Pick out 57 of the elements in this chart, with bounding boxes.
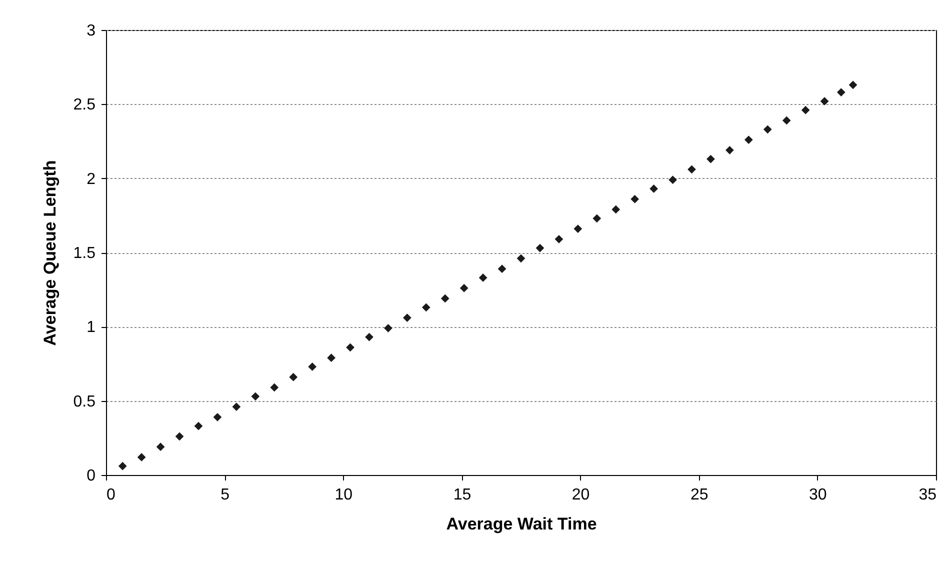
point [726, 146, 734, 154]
point [592, 214, 602, 223]
point [213, 412, 222, 422]
point [836, 88, 846, 96]
point [118, 462, 127, 470]
point [744, 136, 753, 144]
point [574, 224, 582, 233]
point [706, 154, 715, 164]
y-tick-label: 1 [86, 319, 96, 336]
x-tick-label: 0 [106, 486, 116, 504]
point [848, 80, 858, 90]
point [763, 125, 772, 134]
y-tick-label: 2.5 [73, 96, 96, 114]
point [270, 383, 279, 392]
x-tick-label: 25 [690, 486, 708, 504]
point [782, 116, 791, 125]
point [668, 176, 677, 184]
point [801, 106, 810, 114]
y-tick-label: 0 [86, 468, 96, 484]
point [498, 264, 506, 273]
point [156, 442, 165, 451]
point [137, 453, 146, 462]
point [289, 372, 298, 382]
x-tick-label: 5 [220, 486, 230, 504]
y-tick-label: 2 [86, 170, 96, 188]
x-tick-label: 35 [918, 486, 937, 504]
point [232, 402, 241, 411]
y-tick-label: 1.5 [73, 245, 96, 262]
point [536, 244, 544, 252]
point [650, 184, 658, 193]
point [612, 205, 620, 214]
point [554, 234, 564, 244]
point [478, 274, 488, 282]
x-axis-title: Average Wait Time [446, 514, 597, 534]
y-tick-label: 0.5 [73, 393, 96, 410]
x-tick-label: 10 [334, 486, 353, 504]
x-tick-label: 20 [572, 486, 590, 504]
point [630, 194, 640, 204]
point [365, 332, 374, 342]
point [688, 165, 696, 174]
point [175, 432, 184, 441]
x-tick-label: 30 [809, 486, 827, 504]
point [251, 392, 260, 401]
y-axis-title: Average Queue Length [40, 160, 60, 346]
point [820, 97, 829, 106]
point [516, 254, 526, 263]
point [346, 343, 354, 352]
point [422, 303, 430, 312]
point [327, 354, 336, 362]
point [402, 314, 412, 322]
x-tick-label: 15 [453, 486, 472, 504]
point [308, 362, 316, 371]
point [460, 284, 468, 292]
point [440, 294, 450, 303]
point [194, 422, 203, 430]
y-tick-label: 3 [86, 22, 96, 40]
point [384, 324, 392, 332]
